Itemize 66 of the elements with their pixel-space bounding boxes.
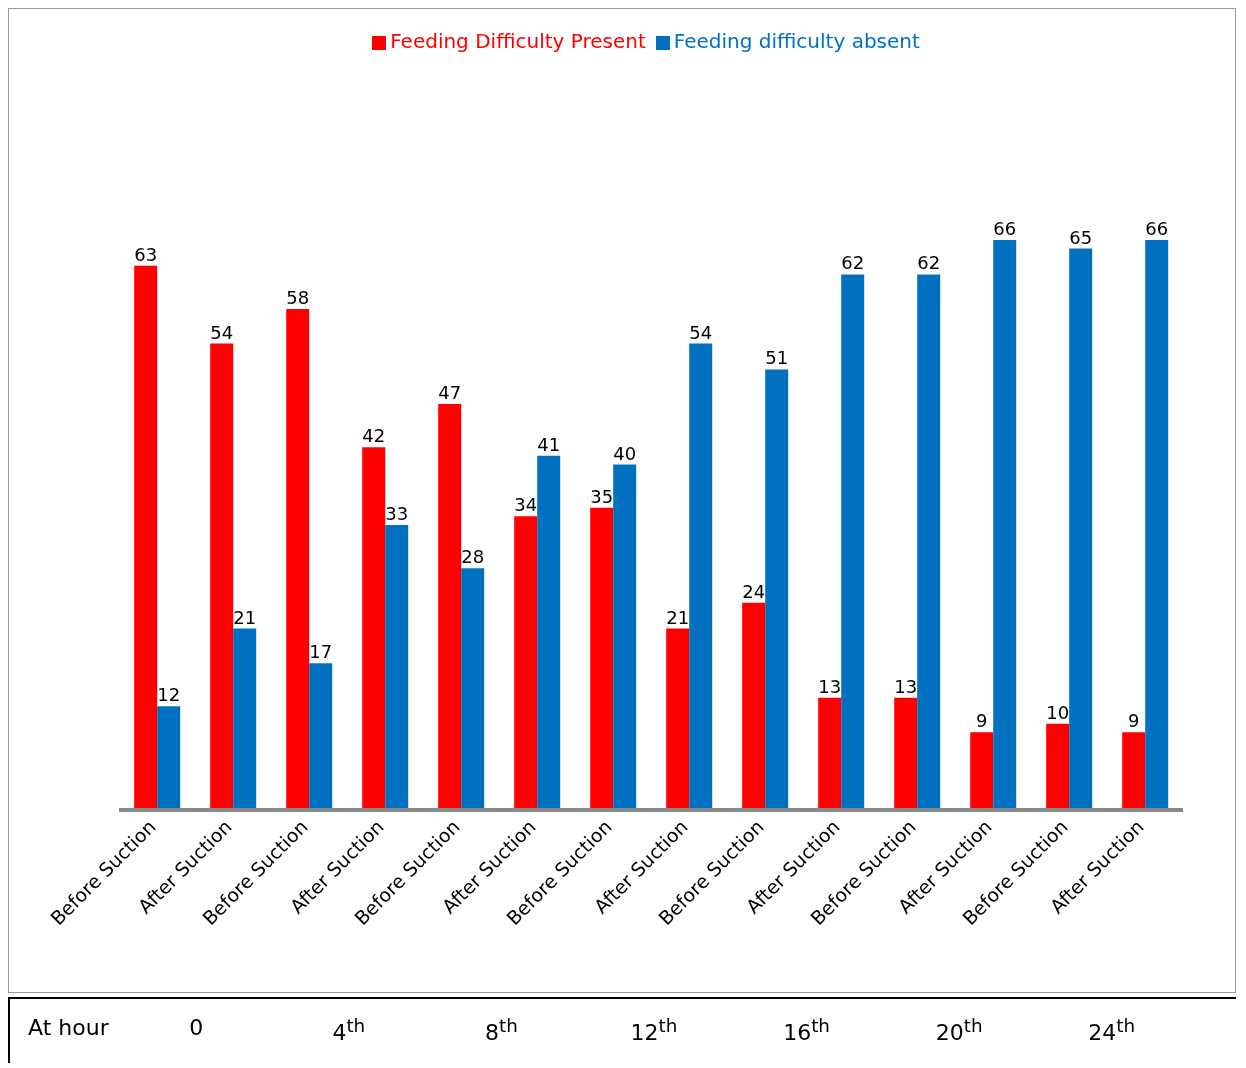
bar bbox=[1046, 723, 1070, 810]
data-label: 9 bbox=[975, 710, 988, 732]
data-label: 17 bbox=[309, 641, 333, 663]
data-label: 24 bbox=[742, 580, 766, 602]
data-label: 13 bbox=[894, 675, 918, 697]
data-label: 66 bbox=[993, 217, 1017, 239]
bar bbox=[385, 524, 409, 810]
text: At hour bbox=[28, 1015, 109, 1040]
bar bbox=[1145, 239, 1169, 810]
bar bbox=[1122, 732, 1146, 810]
bar bbox=[917, 274, 941, 810]
bar bbox=[993, 239, 1017, 810]
bar bbox=[514, 516, 538, 810]
bar bbox=[689, 343, 713, 810]
text: 8$^{th}$ bbox=[485, 1015, 518, 1046]
bar bbox=[134, 265, 158, 810]
bar bbox=[818, 697, 842, 810]
data-label: 35 bbox=[590, 485, 614, 507]
data-label: 33 bbox=[385, 502, 409, 524]
text: 24$^{th}$ bbox=[1088, 1015, 1136, 1046]
bar bbox=[970, 732, 994, 810]
data-label: 51 bbox=[765, 347, 789, 369]
data-label: 62 bbox=[841, 252, 865, 274]
data-label: 41 bbox=[537, 433, 561, 455]
data-label: 28 bbox=[461, 546, 485, 568]
data-label: 54 bbox=[689, 321, 713, 343]
data-label: 47 bbox=[438, 382, 462, 404]
data-label: 62 bbox=[917, 252, 941, 274]
bar bbox=[286, 309, 310, 810]
bar bbox=[362, 447, 386, 810]
bar bbox=[233, 628, 257, 810]
data-label: 65 bbox=[1069, 226, 1093, 248]
data-label: 54 bbox=[210, 321, 234, 343]
bar bbox=[613, 464, 637, 810]
bar bbox=[894, 697, 918, 810]
bar bbox=[1069, 248, 1093, 810]
text: 0 bbox=[189, 1015, 204, 1040]
data-label: 58 bbox=[286, 287, 310, 309]
bar bbox=[537, 455, 561, 810]
bar bbox=[309, 663, 333, 810]
data-label: 21 bbox=[666, 606, 690, 628]
text: 12$^{th}$ bbox=[630, 1015, 678, 1046]
data-label: 34 bbox=[514, 494, 538, 516]
text: 4$^{th}$ bbox=[332, 1015, 366, 1046]
bar bbox=[210, 343, 234, 810]
data-label: 10 bbox=[1046, 701, 1070, 723]
bar bbox=[461, 568, 485, 810]
data-label: 12 bbox=[157, 684, 181, 706]
bar bbox=[157, 706, 181, 810]
data-label: 21 bbox=[233, 606, 257, 628]
data-label: 13 bbox=[818, 675, 842, 697]
bar bbox=[765, 369, 789, 810]
legend-label: Feeding difficulty absent bbox=[673, 29, 920, 53]
data-label: 66 bbox=[1145, 217, 1169, 239]
legend-label: Feeding Difficulty Present bbox=[390, 29, 646, 53]
bar bbox=[666, 628, 690, 810]
data-label: 42 bbox=[362, 425, 386, 447]
bar bbox=[742, 602, 766, 810]
data-label: 9 bbox=[1127, 710, 1140, 732]
text: 20$^{th}$ bbox=[935, 1015, 983, 1046]
bar bbox=[841, 274, 865, 810]
text: 16$^{th}$ bbox=[783, 1015, 830, 1046]
data-label: 40 bbox=[613, 442, 637, 464]
data-label: 63 bbox=[134, 243, 158, 265]
bar bbox=[590, 507, 614, 810]
bar bbox=[438, 404, 462, 810]
